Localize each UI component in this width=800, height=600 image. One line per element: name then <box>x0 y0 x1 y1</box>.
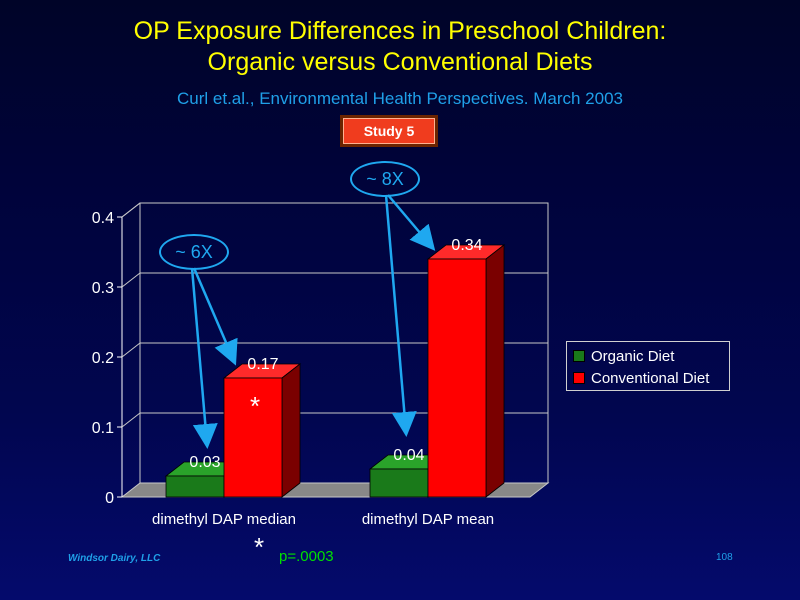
study-badge: Study 5 <box>340 115 438 147</box>
arrow-8x-conventional <box>387 194 436 251</box>
page-number: 108 <box>716 552 733 563</box>
arrow-6x-conventional <box>192 267 238 366</box>
gridline-depth <box>121 412 141 428</box>
gridline-depth <box>121 342 141 358</box>
arrow-6x-organic <box>190 267 218 449</box>
callout-8x: ~ 8X <box>350 161 420 197</box>
data-label: 0.17 <box>247 356 278 373</box>
data-label: 0.34 <box>451 237 482 254</box>
data-label: 0.03 <box>189 454 220 471</box>
x-tick-label: dimethyl DAP mean <box>362 511 494 528</box>
gridline-depth <box>121 272 141 288</box>
y-tick-label: 0.3 <box>92 280 114 297</box>
callout-6x: ~ 6X <box>159 234 229 270</box>
footnote-text: p=.0003 <box>279 548 334 565</box>
page-title: OP Exposure Differences in Preschool Chi… <box>133 17 667 45</box>
chart-legend: Organic Diet Conventional Diet <box>566 341 730 391</box>
data-label: 0.04 <box>393 447 424 464</box>
bar <box>223 377 283 498</box>
bar <box>427 258 487 498</box>
legend-label-organic: Organic Diet <box>591 347 675 365</box>
y-tick-label: 0 <box>105 490 114 507</box>
x-tick-label: dimethyl DAP median <box>152 511 296 528</box>
significance-asterisk: * <box>250 391 260 421</box>
citation: Curl et.al., Environmental Health Perspe… <box>177 89 623 108</box>
bar-side <box>281 363 301 498</box>
legend-item-organic: Organic Diet <box>573 345 723 367</box>
study-badge-label: Study 5 <box>343 118 435 144</box>
gridline-depth <box>121 202 141 218</box>
page-subtitle: Organic versus Conventional Diets <box>207 48 593 76</box>
legend-label-conventional: Conventional Diet <box>591 369 710 387</box>
bar <box>369 468 429 498</box>
bar <box>165 475 225 498</box>
legend-swatch-conventional <box>573 372 585 384</box>
y-tick-label: 0.1 <box>92 420 114 437</box>
bar-side <box>485 244 505 498</box>
legend-swatch-organic <box>573 350 585 362</box>
footnote-marker: * <box>254 532 265 562</box>
legend-item-conventional: Conventional Diet <box>573 367 723 389</box>
y-tick-label: 0.4 <box>92 210 114 227</box>
y-tick-label: 0.2 <box>92 350 114 367</box>
arrow-8x-organic <box>384 194 417 437</box>
footer-company: Windsor Dairy, LLC <box>68 553 161 564</box>
